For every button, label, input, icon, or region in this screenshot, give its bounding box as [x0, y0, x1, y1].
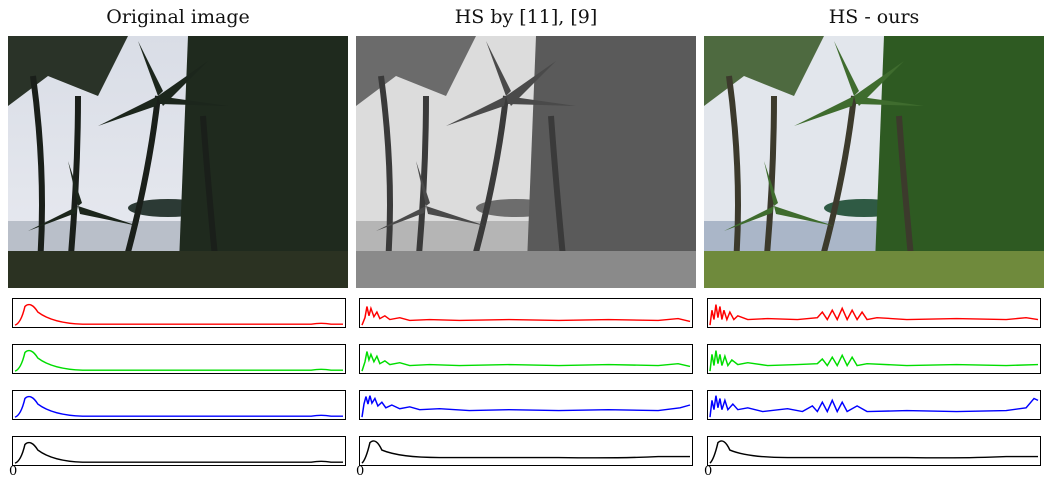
histogram-hs-reference-red — [359, 298, 693, 328]
photo-hs-ours — [704, 36, 1044, 288]
histogram-hs-reference-green — [359, 344, 693, 374]
photo-original — [8, 36, 348, 288]
histogram-hs-reference-gray — [359, 436, 693, 466]
title-hs-reference: HS by [11], [9] — [454, 6, 598, 28]
title-original: Original image — [106, 6, 250, 28]
histogram-hs-ours-red — [707, 298, 1041, 328]
histogram-hs-ours-gray — [707, 436, 1041, 466]
photo-hs-reference — [356, 36, 696, 288]
title-hs-ours: HS - ours — [828, 6, 920, 28]
histogram-original-red — [12, 298, 346, 328]
axis-origin-label: 0 — [704, 464, 713, 479]
histogram-hs-ours-blue — [707, 390, 1041, 420]
histogram-original-green — [12, 344, 346, 374]
axis-origin-label: 0 — [356, 464, 365, 479]
axis-origin-label: 0 — [9, 464, 18, 479]
histogram-original-gray — [12, 436, 346, 466]
histogram-original-blue — [12, 390, 346, 420]
histogram-hs-ours-green — [707, 344, 1041, 374]
histogram-hs-reference-blue — [359, 390, 693, 420]
